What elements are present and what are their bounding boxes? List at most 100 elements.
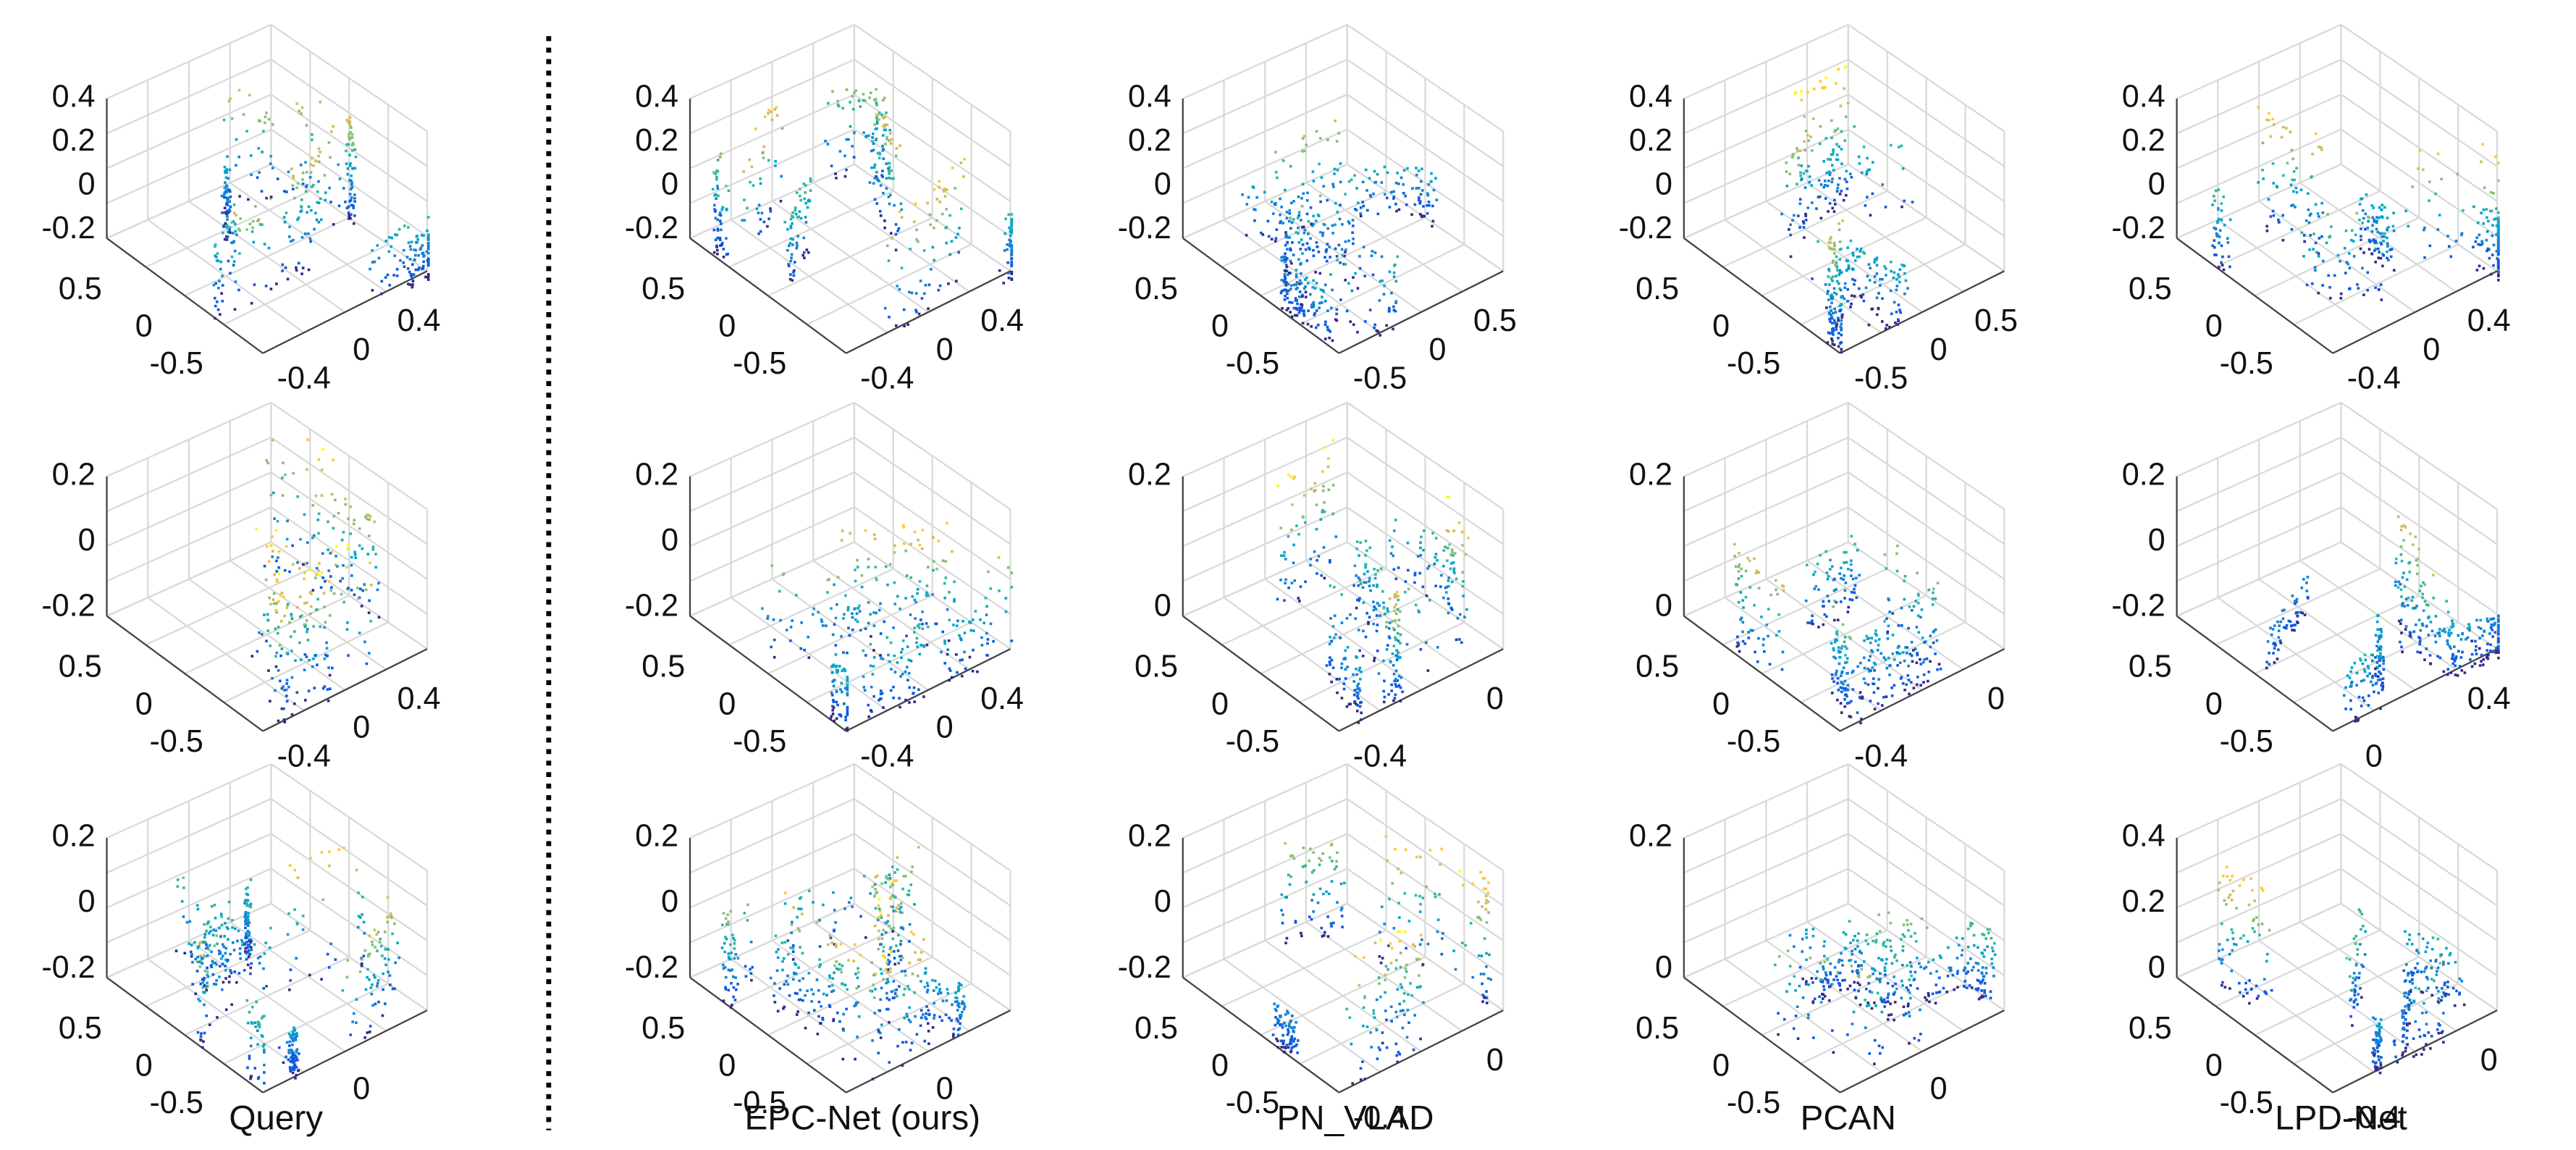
axis-line xyxy=(1683,615,1841,732)
point xyxy=(766,617,769,620)
point xyxy=(773,1001,777,1004)
point xyxy=(1331,224,1334,227)
point xyxy=(1848,597,1852,601)
point xyxy=(972,648,975,652)
point xyxy=(794,991,797,995)
point xyxy=(229,205,232,209)
point xyxy=(290,713,294,716)
point xyxy=(1321,935,1324,938)
point xyxy=(909,542,913,546)
point xyxy=(790,931,794,934)
point xyxy=(830,671,834,674)
point xyxy=(1282,554,1286,558)
point xyxy=(776,1010,780,1013)
point xyxy=(896,595,899,598)
point xyxy=(1934,628,1937,631)
point xyxy=(306,561,308,565)
y-tick-label: 0 xyxy=(718,309,736,344)
point xyxy=(877,118,881,121)
point xyxy=(377,256,381,260)
point xyxy=(1274,151,1277,154)
point xyxy=(1835,280,1839,283)
point xyxy=(1829,158,1832,161)
point xyxy=(1289,201,1293,205)
z-tick-label: -0.2 xyxy=(625,211,678,245)
point xyxy=(1890,269,1893,273)
point xyxy=(935,568,938,571)
point xyxy=(1832,599,1836,603)
point xyxy=(199,1038,203,1042)
point xyxy=(1302,192,1305,196)
point xyxy=(1853,282,1856,286)
point xyxy=(366,968,369,971)
point xyxy=(732,936,735,940)
point xyxy=(891,865,894,868)
point xyxy=(370,992,374,996)
point xyxy=(1428,203,1431,207)
point xyxy=(1454,968,1457,971)
point xyxy=(1279,1039,1283,1043)
point xyxy=(1276,597,1279,601)
point xyxy=(307,232,310,235)
point xyxy=(248,93,251,97)
point xyxy=(243,950,247,953)
point xyxy=(1363,956,1365,959)
point xyxy=(898,910,902,914)
point xyxy=(1339,261,1342,264)
point xyxy=(1361,201,1365,203)
point xyxy=(833,943,836,946)
point xyxy=(883,620,886,624)
point xyxy=(362,954,366,957)
point xyxy=(1357,576,1360,579)
point xyxy=(1452,570,1455,573)
point xyxy=(954,187,957,190)
point xyxy=(213,245,216,248)
point xyxy=(276,520,279,523)
point xyxy=(846,713,849,717)
point xyxy=(340,538,344,542)
point xyxy=(1003,232,1007,235)
point xyxy=(1934,652,1937,655)
point xyxy=(1791,154,1795,157)
point xyxy=(1285,265,1289,269)
point xyxy=(202,954,206,957)
point xyxy=(817,1015,820,1018)
grid-line xyxy=(1347,24,1504,133)
point xyxy=(835,603,838,606)
point xyxy=(206,954,209,957)
point xyxy=(1738,552,1741,555)
point xyxy=(888,879,892,882)
point xyxy=(315,566,319,570)
point xyxy=(943,642,947,645)
point xyxy=(833,964,836,968)
point xyxy=(342,187,345,190)
point xyxy=(198,960,201,964)
point xyxy=(832,699,835,702)
point xyxy=(1790,156,1794,159)
point xyxy=(221,962,224,966)
point xyxy=(1814,571,1817,574)
point xyxy=(775,106,778,109)
point xyxy=(305,655,308,658)
point xyxy=(1400,986,1404,989)
point xyxy=(1261,233,1265,236)
point xyxy=(953,580,956,584)
point xyxy=(317,512,321,516)
point xyxy=(1369,1031,1372,1034)
point xyxy=(1838,572,1842,575)
point xyxy=(1843,561,1845,564)
x-tick-label: 0 xyxy=(353,710,370,745)
point xyxy=(207,948,211,952)
point xyxy=(1285,211,1289,214)
point xyxy=(932,989,935,992)
point xyxy=(1806,91,1809,94)
point xyxy=(1396,255,1399,259)
point xyxy=(361,547,364,550)
point xyxy=(743,198,746,201)
point xyxy=(1340,662,1344,666)
point xyxy=(1866,196,1869,199)
point xyxy=(426,245,430,248)
point xyxy=(258,119,261,123)
point xyxy=(291,184,295,187)
point xyxy=(862,675,865,679)
